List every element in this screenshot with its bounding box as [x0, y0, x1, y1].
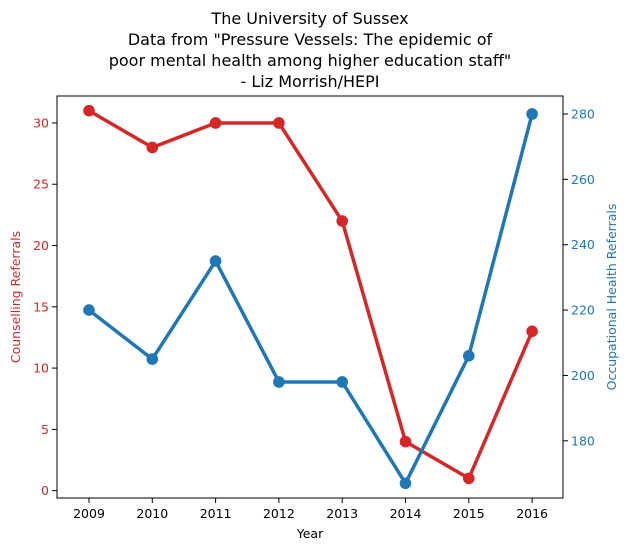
- left-y-axis-label: Counselling Referrals: [8, 231, 23, 363]
- left-y-tick-label: 20: [33, 238, 49, 253]
- data-point-occupational-health-referrals: [273, 376, 285, 388]
- left-y-axis: 0 5 10 15 20 25 30: [33, 115, 57, 498]
- plot-area-frame: [56, 95, 564, 499]
- chart-title: The University of Sussex Data from "Pres…: [109, 9, 512, 91]
- data-point-occupational-health-referrals: [209, 255, 222, 267]
- x-tick-label: 2010: [136, 506, 168, 521]
- data-point-counselling-referrals: [526, 325, 538, 338]
- right-y-tick-label: 240: [571, 237, 595, 252]
- left-y-tick-label: 10: [33, 361, 49, 376]
- data-point-occupational-health-referrals: [526, 108, 538, 120]
- data-point-counselling-referrals: [399, 435, 412, 448]
- data-point-occupational-health-referrals: [399, 477, 412, 490]
- left-y-tick-label: 30: [33, 115, 49, 130]
- right-y-tick-label: 220: [571, 303, 595, 318]
- right-y-tick-label: 260: [571, 172, 595, 187]
- series-line-counselling-referrals: [87, 108, 534, 481]
- x-tick-label: 2013: [326, 506, 358, 521]
- data-point-counselling-referrals: [273, 117, 285, 129]
- x-axis-label: Year: [296, 526, 324, 541]
- left-y-tick-label: 25: [33, 177, 49, 192]
- left-y-tick-label: 15: [33, 299, 49, 314]
- chart-title-line-3: poor mental health among higher educatio…: [109, 51, 512, 70]
- data-point-counselling-referrals: [83, 104, 95, 117]
- data-point-counselling-referrals: [209, 117, 222, 129]
- chart-title-line-1: The University of Sussex: [210, 9, 408, 28]
- x-tick-label: 2012: [263, 506, 295, 521]
- data-point-counselling-referrals: [146, 141, 159, 154]
- series-occupational-health-referrals: [83, 108, 538, 490]
- x-axis: 2009 2010 2011 2012 2013 2014 2015 2016: [73, 498, 548, 521]
- series-layer: [83, 104, 538, 490]
- data-point-occupational-health-referrals: [146, 353, 159, 365]
- x-tick-label: 2016: [516, 506, 548, 521]
- series-line-occupational-health-referrals: [87, 112, 534, 486]
- data-point-occupational-health-referrals: [336, 376, 349, 388]
- data-point-counselling-referrals: [336, 215, 349, 227]
- chart-title-line-2: Data from "Pressure Vessels: The epidemi…: [128, 30, 493, 49]
- left-y-tick-label: 5: [41, 422, 49, 437]
- right-y-tick-label: 200: [571, 368, 595, 383]
- chart-title-line-4: - Liz Morrish/HEPI: [241, 72, 380, 91]
- x-tick-label: 2009: [73, 506, 105, 521]
- right-y-axis-label: Occupational Health Referrals: [604, 204, 619, 391]
- series-counselling-referrals: [83, 104, 538, 485]
- data-point-counselling-referrals: [463, 472, 475, 485]
- data-point-occupational-health-referrals: [83, 304, 95, 316]
- x-tick-label: 2011: [200, 506, 232, 521]
- right-y-tick-label: 280: [571, 106, 595, 121]
- right-y-axis: 180 200 220 240 260 280: [563, 106, 595, 448]
- right-y-tick-label: 180: [571, 433, 595, 448]
- x-tick-label: 2015: [453, 506, 485, 521]
- data-point-occupational-health-referrals: [463, 350, 475, 362]
- x-tick-label: 2014: [390, 506, 422, 521]
- left-y-tick-label: 0: [41, 483, 49, 498]
